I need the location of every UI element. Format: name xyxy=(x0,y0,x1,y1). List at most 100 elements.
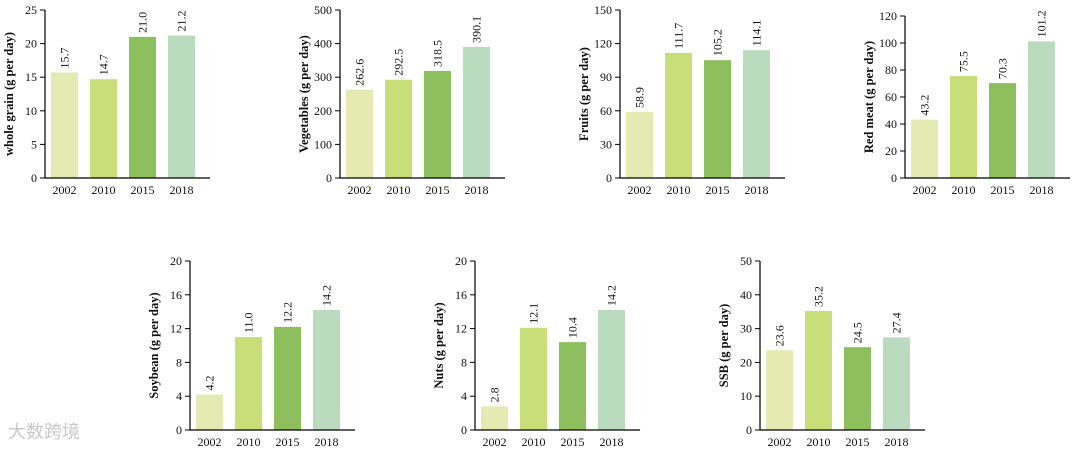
data-label: 262.6 xyxy=(353,59,367,86)
x-tick-label: 2018 xyxy=(465,183,489,197)
y-tick-label: 4 xyxy=(461,389,467,403)
x-tick-label: 2010 xyxy=(807,435,831,449)
y-tick-label: 400 xyxy=(314,37,332,51)
data-label: 4.2 xyxy=(203,376,217,391)
data-label: 21.0 xyxy=(136,12,150,33)
bar-2015 xyxy=(844,347,871,430)
y-tick-label: 30 xyxy=(600,137,612,151)
data-label: 43.2 xyxy=(918,95,932,116)
bar-2010 xyxy=(90,79,117,178)
data-label: 11.0 xyxy=(242,312,256,333)
x-tick-label: 2015 xyxy=(846,435,870,449)
y-tick-label: 90 xyxy=(600,70,612,84)
y-tick-label: 20 xyxy=(170,254,182,268)
y-tick-label: 16 xyxy=(455,288,467,302)
y-axis-label: SSB (g per day) xyxy=(717,304,731,387)
bar-2002 xyxy=(196,394,223,430)
data-label: 23.6 xyxy=(773,325,787,346)
y-axis-label: Vegetables (g per day) xyxy=(297,35,311,153)
y-tick-label: 5 xyxy=(31,137,37,151)
data-label: 15.7 xyxy=(58,47,72,68)
bar-2015 xyxy=(129,36,156,178)
y-tick-label: 15 xyxy=(25,70,37,84)
data-label: 2.8 xyxy=(488,387,502,402)
data-label: 24.5 xyxy=(851,322,865,343)
y-tick-label: 500 xyxy=(314,3,332,17)
y-tick-label: 0 xyxy=(891,171,897,185)
bar-2015 xyxy=(704,60,731,179)
y-tick-label: 60 xyxy=(885,90,897,104)
data-label: 111.7 xyxy=(672,23,686,49)
bar-2018 xyxy=(313,310,340,430)
x-tick-label: 2002 xyxy=(198,435,222,449)
y-tick-label: 0 xyxy=(326,171,332,185)
bar-2002 xyxy=(626,112,653,178)
y-tick-label: 10 xyxy=(740,389,752,403)
y-tick-label: 20 xyxy=(740,355,752,369)
x-tick-label: 2018 xyxy=(745,183,769,197)
x-tick-label: 2015 xyxy=(131,183,155,197)
x-tick-label: 2010 xyxy=(387,183,411,197)
data-label: 105.2 xyxy=(711,29,725,56)
y-tick-label: 20 xyxy=(25,37,37,51)
y-axis-label: Red meat (g per day) xyxy=(862,41,876,153)
chart-panel-7: 23.6 2002 35.2 2010 24.5 2015 27.4 2018 0 10 20 30 4… xyxy=(717,254,925,449)
data-label: 70.3 xyxy=(996,58,1010,79)
bar-2015 xyxy=(989,83,1016,178)
x-tick-label: 2018 xyxy=(315,435,339,449)
x-tick-label: 2015 xyxy=(426,183,450,197)
y-tick-label: 20 xyxy=(455,254,467,268)
y-axis-label: Fruits (g per day) xyxy=(577,47,591,141)
x-tick-label: 2015 xyxy=(276,435,300,449)
y-tick-label: 16 xyxy=(170,288,182,302)
x-tick-label: 2018 xyxy=(885,435,909,449)
bar-2018 xyxy=(598,310,625,430)
bar-2015 xyxy=(274,326,301,430)
x-tick-label: 2002 xyxy=(768,435,792,449)
bar-2010 xyxy=(805,311,832,430)
chart-panel-2: 262.6 2002 292.5 2010 318.5 2015 390.1 2018 0 100… xyxy=(297,3,505,197)
data-label: 318.5 xyxy=(431,40,445,67)
x-tick-label: 2002 xyxy=(348,183,372,197)
data-label: 14.2 xyxy=(320,285,334,306)
x-tick-label: 2002 xyxy=(628,183,652,197)
y-tick-label: 25 xyxy=(25,3,37,17)
data-label: 58.9 xyxy=(633,87,647,108)
x-tick-label: 2018 xyxy=(600,435,624,449)
x-tick-label: 2002 xyxy=(483,435,507,449)
y-tick-label: 4 xyxy=(176,389,182,403)
bar-2018 xyxy=(1028,41,1055,178)
bar-2002 xyxy=(346,89,373,178)
data-label: 12.2 xyxy=(281,302,295,323)
x-tick-label: 2010 xyxy=(952,183,976,197)
x-tick-label: 2010 xyxy=(92,183,116,197)
x-tick-label: 2015 xyxy=(706,183,730,197)
bar-2010 xyxy=(520,327,547,430)
y-tick-label: 150 xyxy=(594,3,612,17)
bar-2002 xyxy=(51,72,78,178)
y-tick-label: 40 xyxy=(740,288,752,302)
y-tick-label: 30 xyxy=(740,322,752,336)
y-tick-label: 0 xyxy=(461,423,467,437)
bar-2002 xyxy=(766,350,793,430)
chart-panel-6: 2.8 2002 12.1 2010 10.4 2015 14.2 2018 0 4 8 12 16 20… xyxy=(432,254,640,449)
data-label: 101.2 xyxy=(1035,10,1049,37)
chart-panel-4: 43.2 2002 75.5 2010 70.3 2015 101.2 2018 0 20 40 60… xyxy=(862,9,1070,197)
chart-panel-5: 4.2 2002 11.0 2010 12.2 2015 14.2 2018 0 4 8 12 16 20… xyxy=(147,254,355,449)
y-tick-label: 0 xyxy=(746,423,752,437)
bar-2010 xyxy=(235,337,262,430)
y-tick-label: 8 xyxy=(176,355,182,369)
y-tick-label: 0 xyxy=(606,171,612,185)
y-tick-label: 8 xyxy=(461,355,467,369)
x-tick-label: 2015 xyxy=(561,435,585,449)
bar-2018 xyxy=(168,35,195,179)
bar-2010 xyxy=(950,76,977,178)
bar-2015 xyxy=(559,342,586,430)
x-tick-label: 2015 xyxy=(991,183,1015,197)
y-tick-label: 300 xyxy=(314,70,332,84)
y-tick-label: 0 xyxy=(31,171,37,185)
y-tick-label: 60 xyxy=(600,104,612,118)
y-tick-label: 0 xyxy=(176,423,182,437)
y-tick-label: 100 xyxy=(314,137,332,151)
